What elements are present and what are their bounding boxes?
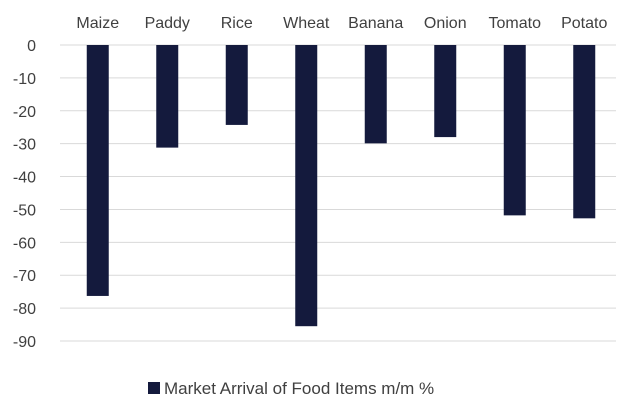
legend: Market Arrival of Food Items m/m % <box>148 379 434 398</box>
bar <box>503 45 526 216</box>
y-tick-label: 0 <box>27 38 36 55</box>
y-tick-label: -50 <box>13 202 36 219</box>
legend-label: Market Arrival of Food Items m/m % <box>164 379 434 398</box>
bar <box>573 45 596 219</box>
y-tick-label: -40 <box>13 170 36 187</box>
y-tick-label: -90 <box>13 334 36 351</box>
bar <box>295 45 318 327</box>
y-tick-label: -70 <box>13 268 36 285</box>
category-label: Potato <box>561 15 607 32</box>
bars <box>86 45 596 327</box>
y-axis-tick-labels: 0 -10 -20 -30 -40 -50 -60 -70 -80 -90 <box>13 38 36 351</box>
bar <box>434 45 457 138</box>
y-tick-label: -30 <box>13 137 36 154</box>
x-axis-category-labels: Maize Paddy Rice Wheat Banana Onion Tomato Pota… <box>76 15 607 32</box>
category-label: Wheat <box>283 15 330 32</box>
legend-swatch <box>148 382 160 394</box>
category-label: Banana <box>348 15 403 32</box>
y-tick-label: -20 <box>13 104 36 121</box>
y-tick-label: -80 <box>13 301 36 318</box>
y-tick-label: -60 <box>13 235 36 252</box>
category-label: Maize <box>76 15 119 32</box>
category-label: Onion <box>424 15 467 32</box>
bar <box>156 45 179 148</box>
category-label: Rice <box>221 15 253 32</box>
category-label: Paddy <box>145 15 190 32</box>
bar <box>364 45 387 144</box>
y-tick-label: -10 <box>13 71 36 88</box>
gridlines <box>60 44 616 342</box>
category-label: Tomato <box>489 15 542 32</box>
bar <box>86 45 109 296</box>
bar <box>225 45 248 125</box>
